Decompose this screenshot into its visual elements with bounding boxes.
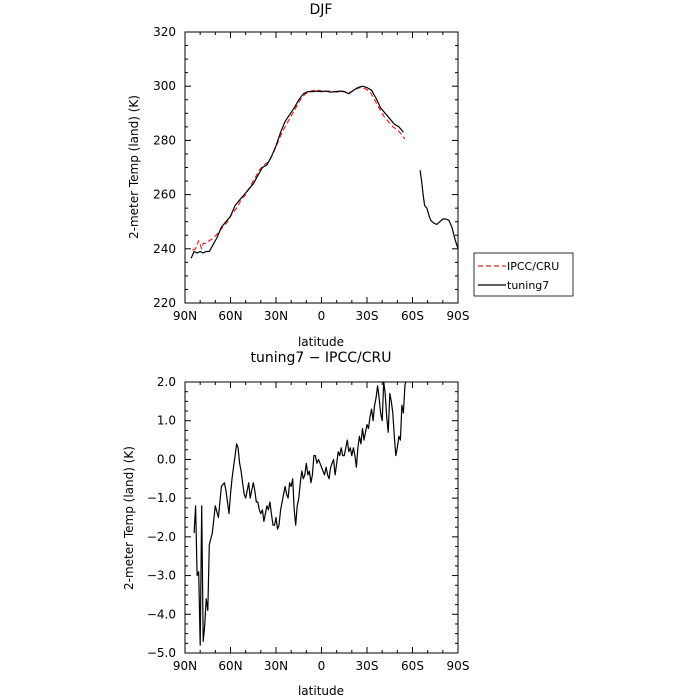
x-tick-label: 90S [447,659,470,673]
chart-title: tuning7 − IPCC/CRU [250,350,391,366]
y-tick-label: 320 [153,25,176,39]
x-tick-label: 30S [356,309,379,323]
y-tick-label: −4.0 [147,607,176,621]
axis-ticks [184,381,459,654]
x-tick-labels: 90N 60N 30N 0 30S 60S 90S [173,659,470,673]
x-tick-label: 0 [318,309,326,323]
y-tick-label: 260 [153,188,176,202]
x-tick-label: 0 [318,659,326,673]
x-tick-label: 90S [447,309,470,323]
chart-difference: tuning7 − IPCC/CRU 90N 60N 30N 0 30S 60S 90S −… [122,350,469,698]
x-tick-label: 90N [173,309,197,323]
series-layer [193,381,407,646]
x-axis-label: latitude [298,684,344,698]
y-tick-label: 240 [153,242,176,256]
x-tick-label: 30N [264,309,288,323]
legend-box [473,252,574,297]
series-line-tuning7-0 [190,85,404,259]
series-line-ipcc-cru-0 [192,86,406,251]
x-tick-label: 60S [401,309,424,323]
chart-title: DJF [310,2,333,18]
y-tick-label: −1.0 [147,491,176,505]
x-tick-label: 30N [264,659,288,673]
x-tick-label: 60N [218,659,242,673]
y-tick-label: 2.0 [157,375,176,389]
y-tick-label: 300 [153,79,176,93]
plot-frame [184,31,459,304]
legend-label-ipcc-cru: IPCC/CRU [507,260,559,273]
plot-frame [184,381,459,654]
x-axis-label: latitude [298,335,344,349]
y-tick-label: 280 [153,133,176,147]
x-tick-label: 30S [356,659,379,673]
series-line-tuning7-1 [419,170,459,249]
y-tick-label: 0.0 [157,452,176,466]
x-tick-label: 60S [401,659,424,673]
x-tick-label: 90N [173,659,197,673]
series-layer [190,85,459,259]
chart-djf-temperature: DJF 90N 60N 30N 0 30S 60S 90S 220 240 260 280 300 3… [127,2,574,349]
axis-ticks [184,31,459,304]
series-line-difference-0 [193,381,407,646]
y-tick-labels: 220 240 260 280 300 320 [153,25,176,310]
y-tick-label: 1.0 [157,414,176,428]
y-tick-label: 220 [153,296,176,310]
y-axis-label: 2-meter Temp (land) (K) [122,446,136,590]
y-tick-label: −3.0 [147,569,176,583]
y-axis-label: 2-meter Temp (land) (K) [127,95,141,239]
y-tick-label: −2.0 [147,530,176,544]
legend-label-tuning7: tuning7 [507,279,549,292]
y-tick-label: −5.0 [147,646,176,660]
legend: IPCC/CRU tuning7 [473,252,574,297]
x-tick-label: 60N [218,309,242,323]
x-tick-labels: 90N 60N 30N 0 30S 60S 90S [173,309,470,323]
y-tick-labels: −5.0 −4.0 −3.0 −2.0 −1.0 0.0 1.0 2.0 [147,375,176,660]
